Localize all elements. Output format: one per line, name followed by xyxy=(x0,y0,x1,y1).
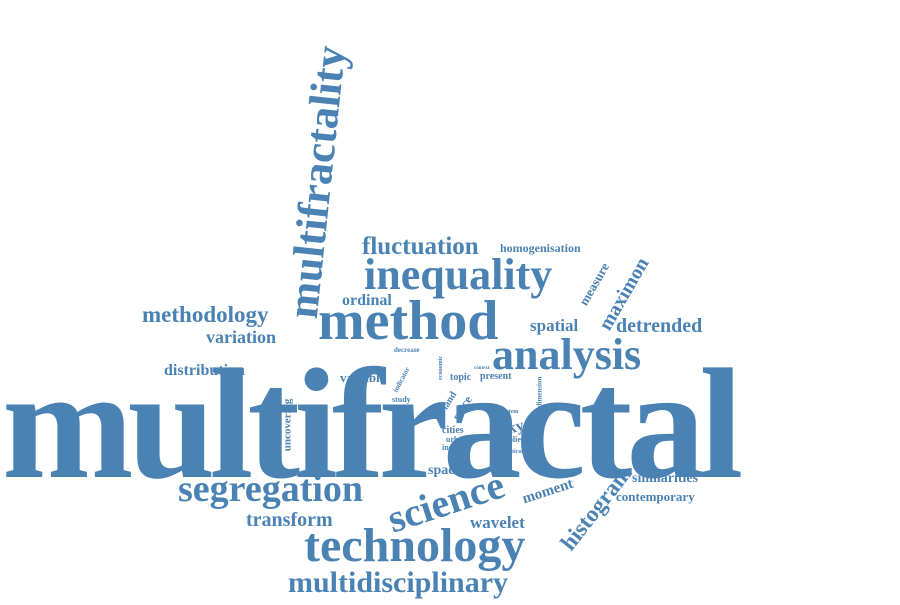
word-segregation: segregation xyxy=(178,468,364,510)
word-economic: economic xyxy=(438,356,444,380)
word-distribution: distribution xyxy=(164,362,245,379)
word-income: income xyxy=(442,443,467,452)
word-analysis: analysis xyxy=(492,330,642,379)
word-homogenisation: homogenisation xyxy=(500,241,581,255)
word-method: method xyxy=(318,290,499,352)
word-system: system xyxy=(501,409,519,415)
word-context: context xyxy=(474,366,490,371)
word-applied: applied xyxy=(500,435,526,444)
word-spatial: spatial xyxy=(530,316,579,335)
word-variation: variation xyxy=(206,327,276,347)
word-area: area xyxy=(392,403,411,414)
word-particular: particular xyxy=(503,449,529,455)
word-variable: variable xyxy=(340,370,386,385)
word-dataset: dataset xyxy=(393,415,409,420)
word-dimension: dimension xyxy=(535,376,544,408)
word-multifractal: multifractal xyxy=(2,337,743,512)
word-space: space xyxy=(428,463,461,478)
word-multidisciplinary: multidisciplinary xyxy=(288,566,509,599)
word-wavelet: wavelet xyxy=(470,513,525,532)
word-london: london xyxy=(395,422,410,427)
word-contemporary: contemporary xyxy=(616,489,695,504)
word-cities: cities xyxy=(442,425,464,436)
word-inequality: inequality xyxy=(364,250,553,299)
word-urban: urban xyxy=(446,435,467,444)
word-topic: topic xyxy=(450,372,472,383)
word-study: study xyxy=(392,395,411,404)
word-decrease: decrease xyxy=(394,346,420,354)
word-similarities: similarities xyxy=(632,471,699,486)
word-present: present xyxy=(480,371,512,382)
word-uncovering: uncovering xyxy=(281,398,294,452)
word-ordinal: ordinal xyxy=(342,292,392,309)
word-transform: transform xyxy=(246,509,333,531)
word-technology: technology xyxy=(304,519,526,572)
word-multifractality: multifractality xyxy=(277,43,356,321)
word-fluctuation: fluctuation xyxy=(362,233,479,260)
word-methodology: methodology xyxy=(142,302,269,327)
word-detrended: detrended xyxy=(616,315,703,337)
word-century: century xyxy=(393,427,410,432)
